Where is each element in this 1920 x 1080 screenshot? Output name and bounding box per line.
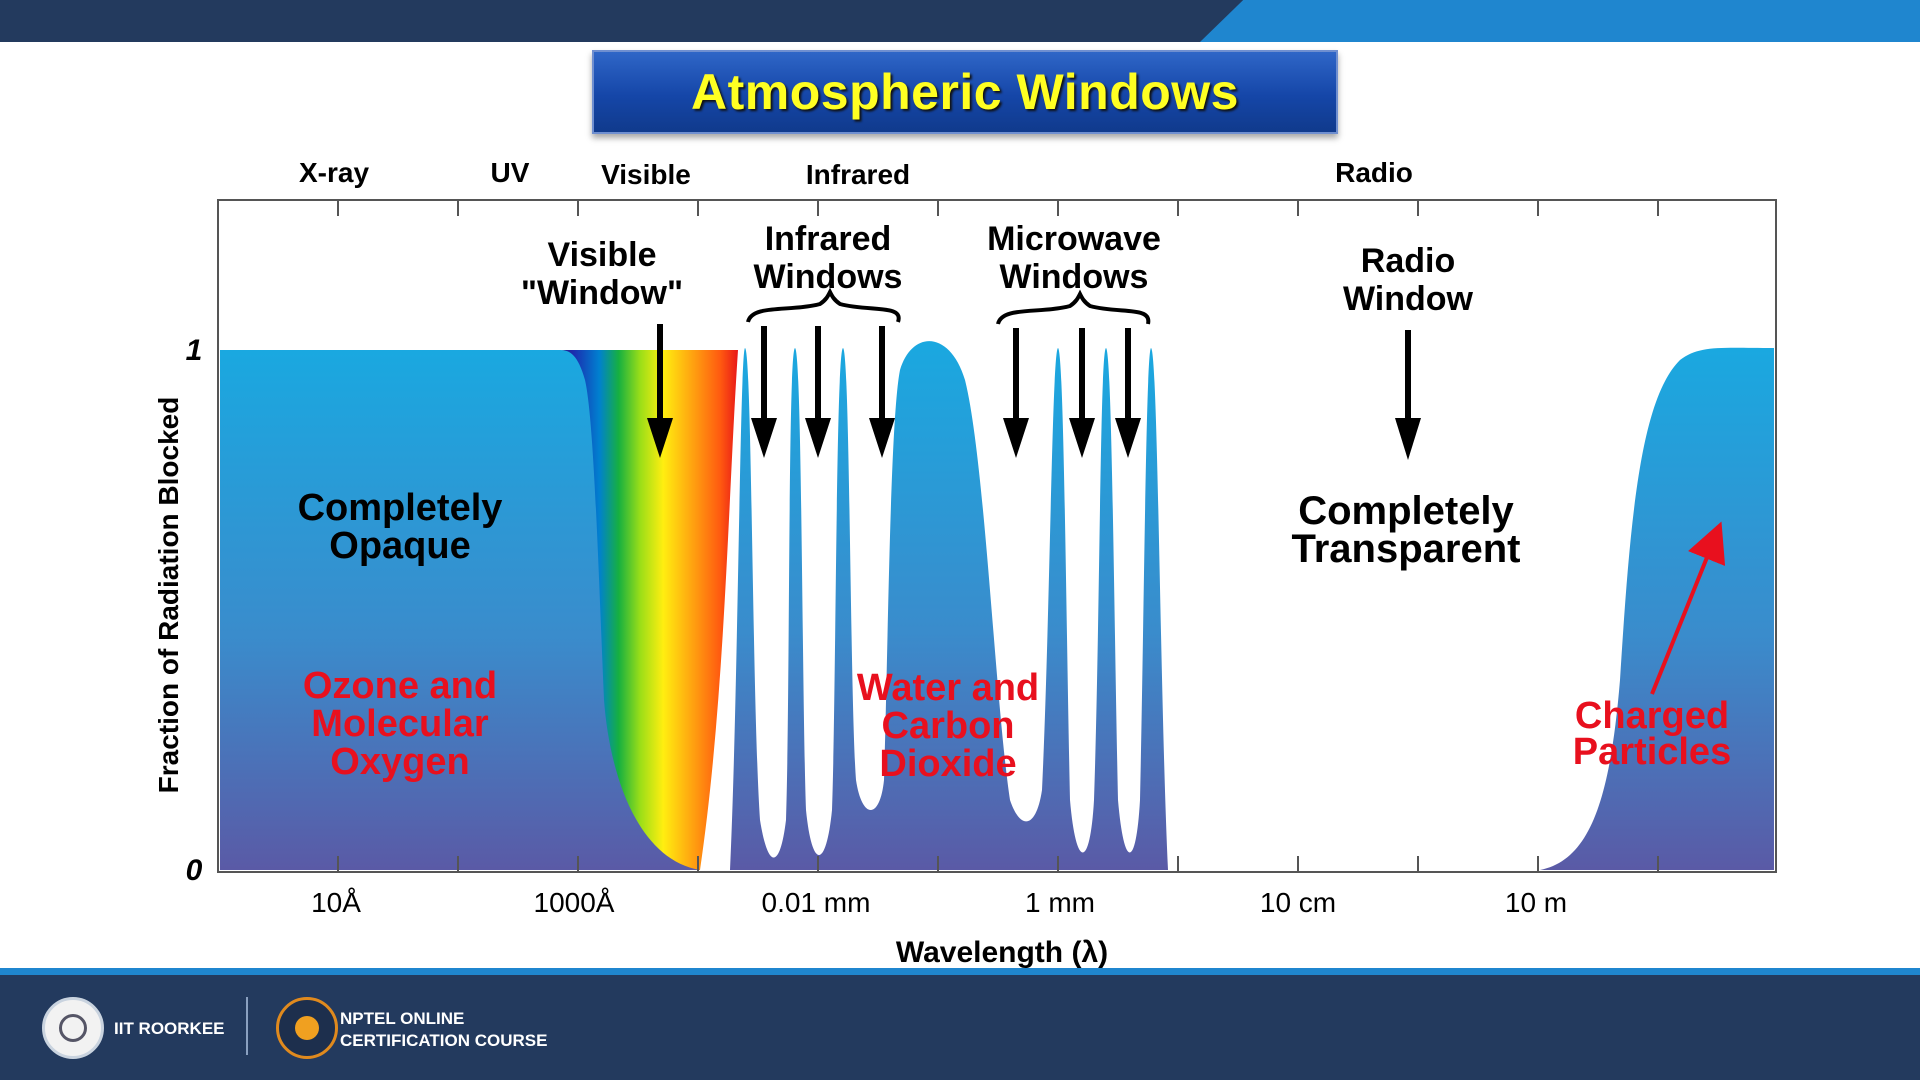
water-label-2: Carbon <box>882 705 1015 747</box>
x-tick-label: 10 m <box>1505 887 1567 918</box>
microwave-windows-label-1: Microwave <box>987 220 1161 258</box>
transparent-label-2: Transparent <box>1292 527 1521 571</box>
course-line-2: CERTIFICATION COURSE <box>340 1031 548 1050</box>
y-axis-top-value: 1 <box>186 334 203 367</box>
opaque-label-1: Completely <box>298 487 503 529</box>
region-infrared-label: Infrared <box>806 159 910 190</box>
visible-window-label-1: Visible <box>548 236 657 274</box>
x-axis-label: Wavelength (λ) <box>896 936 1108 969</box>
ozone-label-3: Oxygen <box>330 741 469 783</box>
slide-title: Atmospheric Windows <box>691 64 1239 120</box>
institute-name: IIT ROORKEE <box>114 1019 225 1038</box>
x-tick-label: 1 mm <box>1025 887 1095 918</box>
footer-divider <box>246 997 248 1055</box>
microwave-brace <box>996 289 1151 325</box>
region-radio-label: Radio <box>1335 157 1413 188</box>
x-tick-label: 10Å <box>311 887 361 918</box>
bottom-ticks <box>337 856 1659 872</box>
visible-window-label-2: "Window" <box>521 274 683 312</box>
infrared-windows-label-1: Infrared <box>765 220 892 258</box>
charged-particles-absorption <box>1540 347 1774 870</box>
iit-roorkee-logo <box>42 997 104 1059</box>
title-banner: Atmospheric Windows <box>592 50 1338 134</box>
footer-stripe <box>0 968 1920 976</box>
window-arrows <box>647 324 1421 460</box>
visible-spectrum-band <box>560 350 738 870</box>
top-ticks <box>337 200 1659 216</box>
top-bar-accent <box>1200 0 1920 42</box>
nptel-logo <box>276 997 338 1059</box>
y-axis-bottom-value: 0 <box>186 854 203 887</box>
region-uv-label: UV <box>491 157 530 188</box>
ozone-label-2: Molecular <box>311 703 489 745</box>
infrared-windows-label-2: Windows <box>754 258 903 296</box>
x-tick-label: 0.01 mm <box>762 887 871 918</box>
y-axis-label: Fraction of Radiation Blocked <box>153 397 184 794</box>
infrared-absorption-bands <box>730 341 1168 870</box>
water-label-1: Water and <box>857 667 1039 709</box>
water-label-3: Dioxide <box>879 743 1016 785</box>
x-tick-label: 1000Å <box>534 887 615 918</box>
charged-label-2: Particles <box>1573 731 1731 773</box>
transparent-label-1: Completely <box>1298 489 1514 533</box>
infrared-brace <box>746 287 901 323</box>
microwave-windows-label-2: Windows <box>1000 258 1149 296</box>
ozone-label-1: Ozone and <box>303 665 497 707</box>
x-tick-label: 10 cm <box>1260 887 1336 918</box>
radio-window-label-2: Window <box>1343 280 1474 318</box>
opaque-absorption-region <box>220 350 700 870</box>
footer-bar: IIT ROORKEE NPTEL ONLINE CERTIFICATION C… <box>0 975 1920 1080</box>
charged-particles-arrow <box>1650 521 1726 695</box>
region-xray-label: X-ray <box>299 157 369 188</box>
region-visible-label: Visible <box>601 159 691 190</box>
radio-window-label-1: Radio <box>1361 242 1455 280</box>
charged-label-1: Charged <box>1575 695 1729 737</box>
opaque-label-2: Opaque <box>329 525 470 567</box>
course-line-1: NPTEL ONLINE <box>340 1009 465 1028</box>
